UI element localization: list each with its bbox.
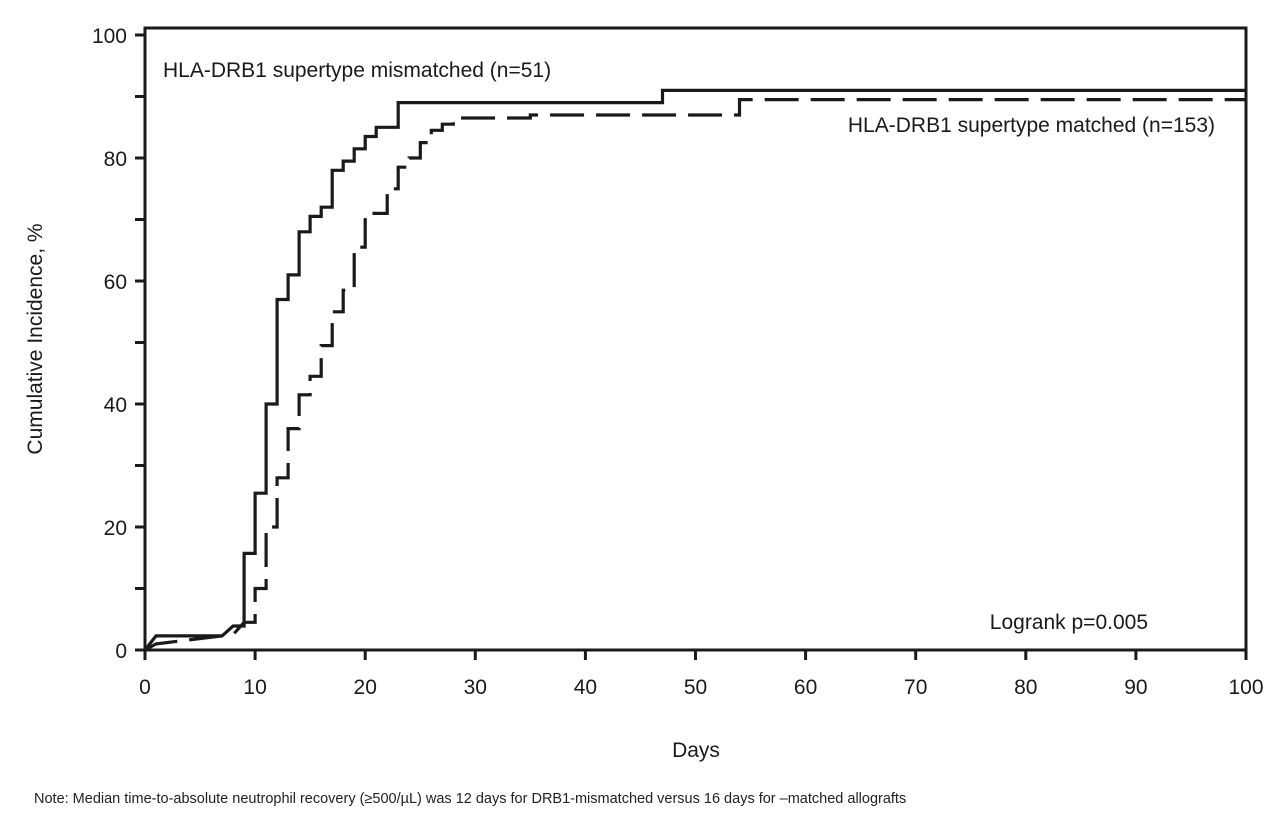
- x-tick-label: 60: [794, 676, 817, 699]
- x-tick-label: 30: [464, 676, 487, 699]
- x-tick-label: 90: [1124, 676, 1147, 699]
- footnote: Note: Median time-to-absolute neutrophil…: [34, 791, 907, 807]
- y-tick-label: 40: [104, 394, 127, 417]
- series-matched-line: [144, 98, 1246, 652]
- annotation-mismatched: HLA-DRB1 supertype mismatched (n=51): [163, 59, 551, 82]
- series-mismatched-line: [143, 88, 1246, 651]
- y-tick-label: 80: [104, 148, 127, 171]
- x-tick-label: 40: [574, 676, 597, 699]
- x-tick-label: 20: [354, 676, 377, 699]
- y-axis: 0 20 40 60 80 100: [92, 25, 145, 663]
- y-tick-label: 60: [104, 271, 127, 294]
- x-tick-label: 70: [904, 676, 927, 699]
- annotation-logrank: Logrank p=0.005: [990, 611, 1148, 634]
- x-tick-label: 100: [1228, 676, 1263, 699]
- x-tick-label: 10: [243, 676, 266, 699]
- y-tick-label: 20: [104, 517, 127, 540]
- y-axis-label: Cumulative Incidence, %: [24, 223, 47, 454]
- x-tick-label: 80: [1014, 676, 1037, 699]
- series-layer: [143, 88, 1246, 652]
- x-tick-label: 50: [684, 676, 707, 699]
- x-axis-label: Days: [672, 739, 720, 762]
- x-axis: 0 10 20 30 40 50 60 70 80 90 100: [139, 650, 1264, 699]
- y-tick-label: 0: [115, 640, 127, 663]
- annotation-matched: HLA-DRB1 supertype matched (n=153): [848, 114, 1215, 137]
- y-tick-label: 100: [92, 25, 127, 48]
- x-tick-label: 0: [139, 676, 151, 699]
